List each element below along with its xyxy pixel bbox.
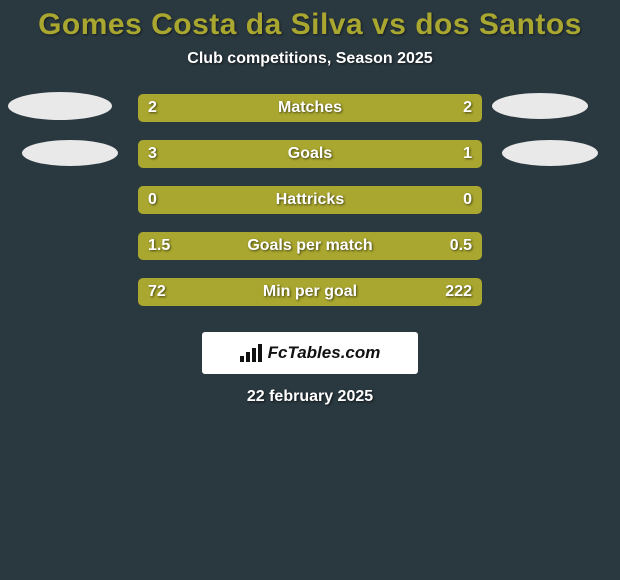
value-left: 2	[148, 94, 157, 122]
metric-bar: 1.50.5Goals per match	[138, 232, 482, 260]
value-left: 3	[148, 140, 157, 168]
value-left: 1.5	[148, 232, 170, 260]
metric-bar: 00Hattricks	[138, 186, 482, 214]
bar-left-fill	[138, 232, 396, 260]
value-right: 1	[463, 140, 472, 168]
value-right: 2	[463, 94, 472, 122]
player-left-marker	[22, 140, 118, 166]
bar-left-fill	[138, 186, 482, 214]
value-left: 0	[148, 186, 157, 214]
player-right-marker	[492, 93, 588, 119]
metric-bar: 31Goals	[138, 140, 482, 168]
metric-row: 00Hattricks	[0, 186, 620, 232]
comparison-rows: 22Matches31Goals00Hattricks1.50.5Goals p…	[0, 94, 620, 324]
stats-card: Gomes Costa da Silva vs dos Santos Club …	[0, 0, 620, 406]
bar-left-fill	[138, 140, 396, 168]
player-left-marker	[8, 92, 112, 120]
brand-badge[interactable]: FcTables.com	[202, 332, 418, 374]
metric-bar: 22Matches	[138, 94, 482, 122]
bar-left-fill	[138, 94, 310, 122]
subtitle: Club competitions, Season 2025	[0, 50, 620, 94]
bar-right-fill	[310, 94, 482, 122]
metric-row: 1.50.5Goals per match	[0, 232, 620, 278]
bar-left-fill	[138, 278, 482, 306]
value-right: 0	[463, 186, 472, 214]
bar-chart-icon	[240, 344, 262, 362]
metric-row: 22Matches	[0, 94, 620, 140]
page-title: Gomes Costa da Silva vs dos Santos	[0, 6, 620, 50]
metric-row: 72222Min per goal	[0, 278, 620, 324]
value-right: 222	[445, 278, 472, 306]
value-right: 0.5	[450, 232, 472, 260]
metric-row: 31Goals	[0, 140, 620, 186]
player-right-marker	[502, 140, 598, 166]
metric-bar: 72222Min per goal	[138, 278, 482, 306]
brand-label: FcTables.com	[268, 343, 381, 363]
date-label: 22 february 2025	[0, 374, 620, 406]
value-left: 72	[148, 278, 166, 306]
